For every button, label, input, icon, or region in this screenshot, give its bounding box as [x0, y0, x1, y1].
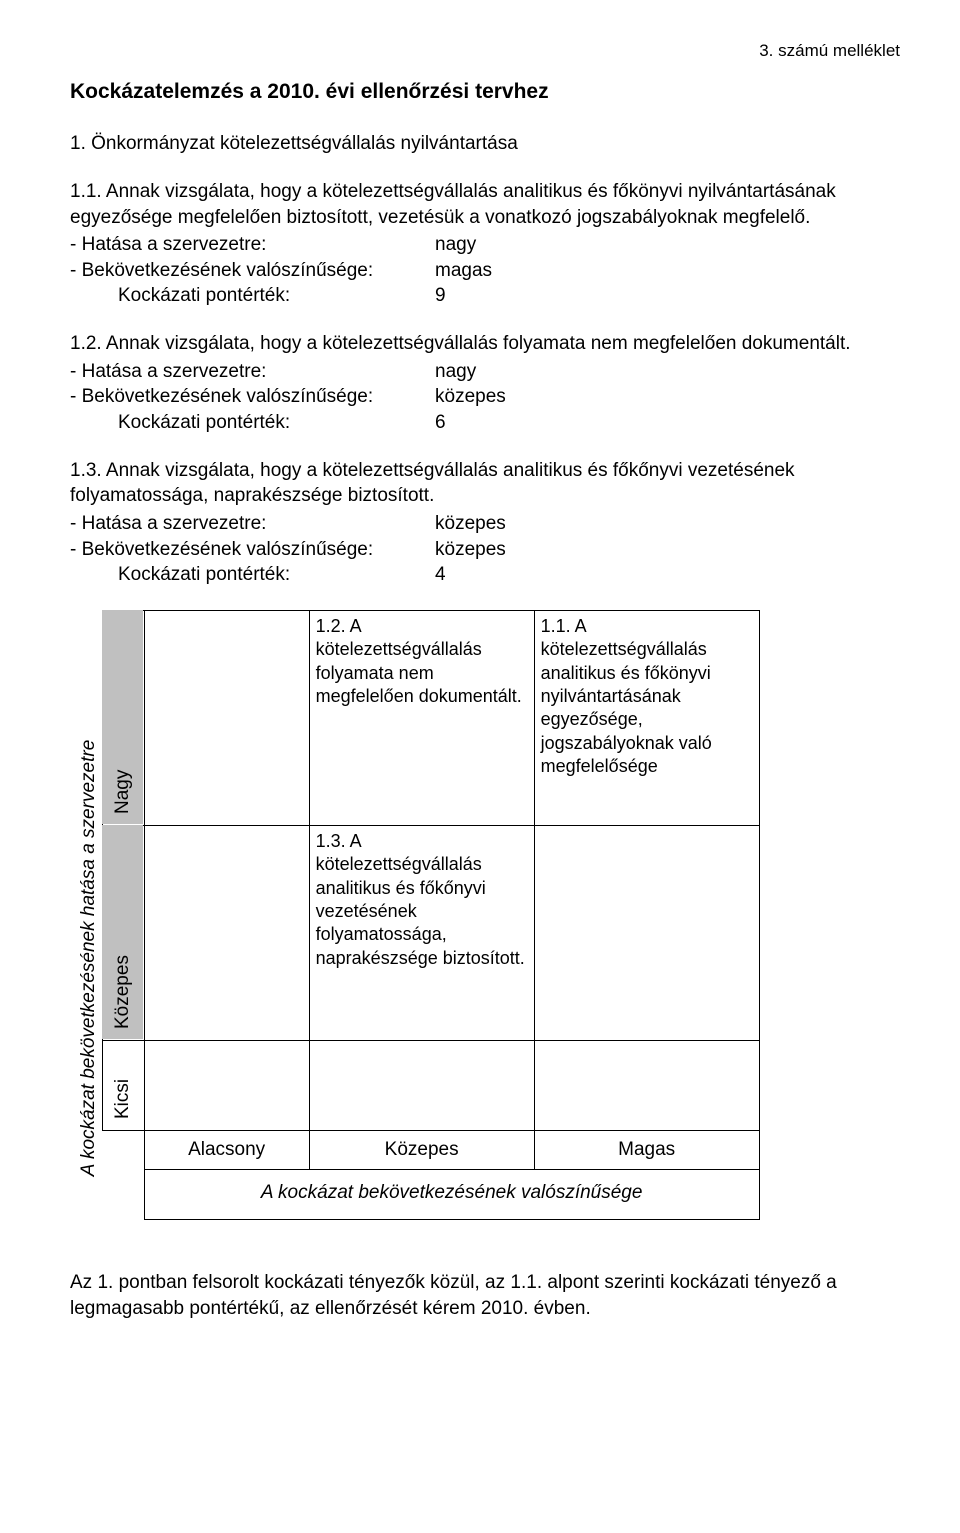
y-axis-label: A kockázat bekövetkezésének hatása a sze… — [70, 610, 102, 1220]
matrix-corner — [102, 1169, 144, 1220]
matrix-cell — [144, 825, 309, 1040]
x-axis-label: A kockázat bekövetkezésének valószínűség… — [144, 1169, 759, 1220]
risk-item-text: 1.1. Annak vizsgálata, hogy a kötelezett… — [70, 179, 900, 230]
score-value: 9 — [435, 283, 900, 309]
section-heading: 1. Önkormányzat kötelezettségvállalás ny… — [70, 131, 900, 157]
risk-matrix-table: Nagy 1.2. A kötelezettségvállalás folyam… — [102, 610, 760, 1220]
score-label: Kockázati pontérték: — [70, 283, 435, 309]
probability-value: magas — [435, 258, 900, 284]
risk-item-1-3: 1.3. Annak vizsgálata, hogy a kötelezett… — [70, 458, 900, 588]
matrix-cell-1-2: 1.2. A kötelezettségvállalás folyamata n… — [309, 610, 534, 825]
score-label: Kockázati pontérték: — [70, 410, 435, 436]
risk-item-text: 1.2. Annak vizsgálata, hogy a kötelezett… — [70, 331, 900, 357]
summary-text: Az 1. pontban felsorolt kockázati tényez… — [70, 1270, 900, 1321]
score-value: 4 — [435, 562, 900, 588]
risk-item-1-1: 1.1. Annak vizsgálata, hogy a kötelezett… — [70, 179, 900, 309]
risk-item-1-2: 1.2. Annak vizsgálata, hogy a kötelezett… — [70, 331, 900, 436]
score-value: 6 — [435, 410, 900, 436]
probability-value: közepes — [435, 384, 900, 410]
risk-matrix: A kockázat bekövetkezésének hatása a sze… — [70, 610, 900, 1220]
row-label-nagy: Nagy — [102, 610, 144, 825]
matrix-cell — [144, 1040, 309, 1130]
matrix-cell-1-1: 1.1. A kötelezettségvállalás analitikus … — [534, 610, 759, 825]
col-label-magas: Magas — [534, 1130, 759, 1169]
attachment-label: 3. számú melléklet — [70, 40, 900, 63]
risk-item-text: 1.3. Annak vizsgálata, hogy a kötelezett… — [70, 458, 900, 509]
matrix-cell-1-3: 1.3. A kötelezettségvállalás analitikus … — [309, 825, 534, 1040]
row-label-kicsi: Kicsi — [102, 1040, 144, 1130]
col-label-alacsony: Alacsony — [144, 1130, 309, 1169]
impact-label: - Hatása a szervezetre: — [70, 511, 435, 537]
impact-value: közepes — [435, 511, 900, 537]
matrix-cell — [534, 1040, 759, 1130]
impact-value: nagy — [435, 232, 900, 258]
score-label: Kockázati pontérték: — [70, 562, 435, 588]
matrix-cell — [309, 1040, 534, 1130]
probability-value: közepes — [435, 537, 900, 563]
impact-value: nagy — [435, 359, 900, 385]
impact-label: - Hatása a szervezetre: — [70, 232, 435, 258]
col-label-kozepes: Közepes — [309, 1130, 534, 1169]
page-title: Kockázatelemzés a 2010. évi ellenőrzési … — [70, 78, 900, 106]
matrix-corner — [102, 1130, 144, 1169]
matrix-cell — [534, 825, 759, 1040]
probability-label: - Bekövetkezésének valószínűsége: — [70, 258, 435, 284]
matrix-cell — [144, 610, 309, 825]
probability-label: - Bekövetkezésének valószínűsége: — [70, 537, 435, 563]
row-label-kozepes: Közepes — [102, 825, 144, 1040]
probability-label: - Bekövetkezésének valószínűsége: — [70, 384, 435, 410]
impact-label: - Hatása a szervezetre: — [70, 359, 435, 385]
